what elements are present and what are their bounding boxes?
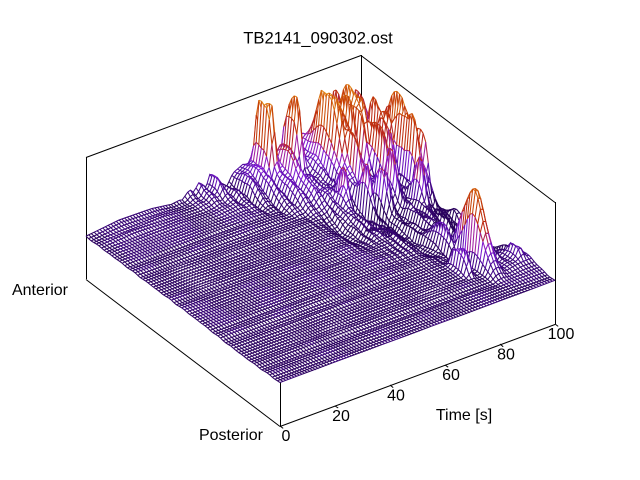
svg-text:80: 80 <box>497 347 515 364</box>
svg-text:Time [s]: Time [s] <box>436 407 492 424</box>
svg-text:60: 60 <box>442 367 460 384</box>
svg-text:TB2141_090302.ost: TB2141_090302.ost <box>243 29 393 48</box>
svg-text:40: 40 <box>387 387 405 404</box>
svg-text:20: 20 <box>332 408 350 425</box>
svg-text:Anterior: Anterior <box>12 282 69 299</box>
svg-text:0: 0 <box>282 428 291 445</box>
svg-text:Posterior: Posterior <box>199 427 264 444</box>
svg-text:100: 100 <box>548 326 575 343</box>
